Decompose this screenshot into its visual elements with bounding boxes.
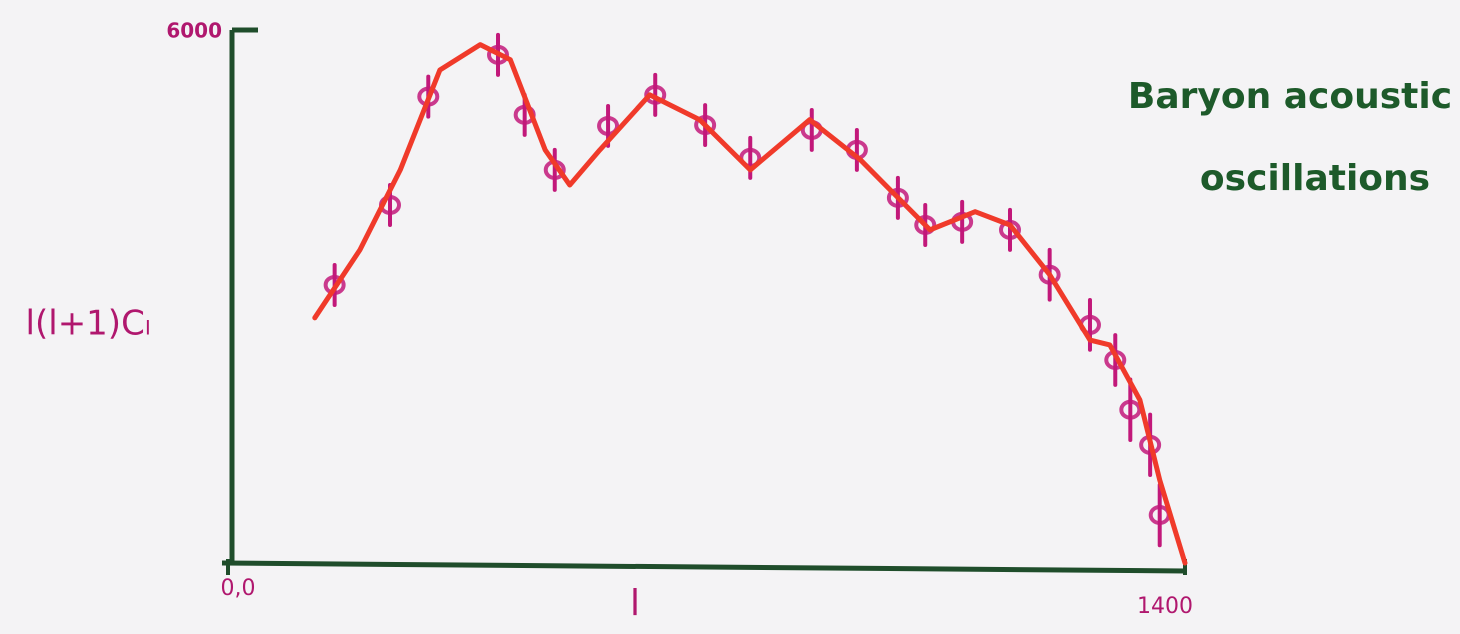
annotation: Baryon acoustic <box>1128 76 1452 117</box>
x-tick-label: 1400 <box>1137 594 1193 619</box>
y-tick-label: 6000 <box>166 19 222 43</box>
y-axis-label: l(l+1)Cₗ <box>26 304 151 344</box>
x-axis <box>222 563 1185 571</box>
x-axis-label: l <box>630 583 640 624</box>
chart: l(l+1)Cₗ l Baryon acoustic oscillations … <box>0 0 1460 634</box>
annotation: oscillations <box>1200 158 1430 199</box>
fit-curve <box>315 45 1185 563</box>
x-tick-label: 0,0 <box>221 576 256 601</box>
page: {"chart_data": { "type": "scatter", "x_l… <box>0 0 1460 634</box>
